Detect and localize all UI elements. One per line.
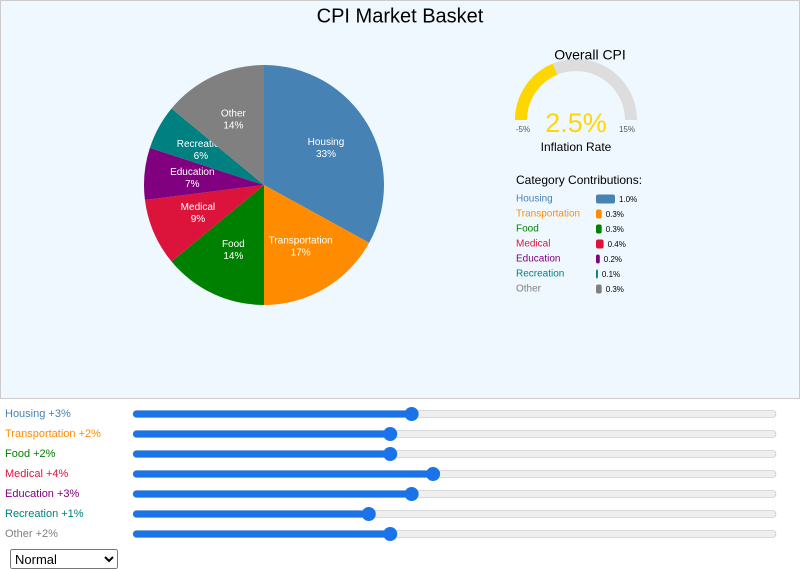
contribution-bar <box>596 194 615 204</box>
slice-value: 6% <box>194 151 209 162</box>
contribution-bar <box>596 239 604 249</box>
contribution-bar <box>596 224 602 234</box>
pie-slice <box>149 108 264 185</box>
gauge-max: 15% <box>619 125 635 134</box>
contribution-value: 1.0% <box>619 195 637 204</box>
gauge-value: 2.5% <box>545 108 607 138</box>
contribution-value: 0.1% <box>602 270 620 279</box>
gauge-subtitle: Inflation Rate <box>541 140 612 154</box>
contribution-name: Transportation <box>516 209 580 220</box>
slider-thumb[interactable] <box>404 487 419 501</box>
contribution-name: Education <box>516 254 560 265</box>
slider-fill <box>133 510 369 518</box>
slider-fill <box>133 490 412 498</box>
chart-panel <box>0 0 800 399</box>
slider-fill <box>133 430 391 438</box>
slider-label: Medical +4% <box>5 468 69 480</box>
slice-value: 33% <box>316 149 336 160</box>
slice-value: 17% <box>291 248 311 259</box>
gauge-title: Overall CPI <box>554 47 626 63</box>
slice-value: 9% <box>191 214 206 225</box>
slider-thumb[interactable] <box>426 467 441 481</box>
contribution-value: 0.3% <box>606 225 624 234</box>
slice-value: 14% <box>223 120 243 131</box>
slice-value: 7% <box>185 179 200 190</box>
contribution-value: 0.2% <box>604 255 622 264</box>
slice-label: Transportation <box>269 236 333 247</box>
slider-thumb[interactable] <box>404 407 419 421</box>
pie-slice <box>171 185 264 305</box>
contribution-bar <box>596 269 598 279</box>
contribution-name: Recreation <box>516 269 564 280</box>
scenario-select[interactable]: Normal <box>10 549 118 569</box>
slider-label: Education +3% <box>5 488 80 500</box>
contribution-bar <box>596 209 602 219</box>
slice-label: Medical <box>181 202 215 213</box>
contribution-value: 0.3% <box>606 210 624 219</box>
slider-label: Food +2% <box>5 448 56 460</box>
pie-slice <box>144 185 264 262</box>
contribution-name: Housing <box>516 194 553 205</box>
slice-label: Education <box>170 167 214 178</box>
contributions-title: Category Contributions: <box>516 173 642 187</box>
gauge-min: -5% <box>516 125 530 134</box>
pie-slice <box>171 65 264 185</box>
contribution-value: 0.4% <box>608 240 626 249</box>
pie-slice <box>264 65 384 243</box>
slider-fill <box>133 410 412 418</box>
slider-fill <box>133 470 434 478</box>
slice-label: Food <box>222 239 245 250</box>
pie-slice <box>144 147 264 201</box>
slider-fill <box>133 450 391 458</box>
contribution-bar <box>596 284 602 294</box>
contribution-value: 0.3% <box>606 285 624 294</box>
slice-label: Recreation <box>177 139 225 150</box>
contribution-bar <box>596 254 600 264</box>
slider-label: Transportation +2% <box>5 428 101 440</box>
slice-label: Other <box>221 108 247 119</box>
gauge-value-arc <box>515 63 558 121</box>
title: CPI Market Basket <box>317 5 484 27</box>
slider-label: Housing +3% <box>5 408 71 420</box>
slider-fill <box>133 530 391 538</box>
slider-label: Recreation +1% <box>5 508 84 520</box>
slider-thumb[interactable] <box>383 527 398 541</box>
contribution-name: Medical <box>516 239 550 250</box>
slider-label: Other +2% <box>5 528 58 540</box>
slice-label: Housing <box>308 137 345 148</box>
slider-thumb[interactable] <box>361 507 376 521</box>
slider-thumb[interactable] <box>383 427 398 441</box>
slider-thumb[interactable] <box>383 447 398 461</box>
contribution-name: Food <box>516 224 539 235</box>
slice-value: 14% <box>223 251 243 262</box>
contribution-name: Other <box>516 284 542 295</box>
pie-slice <box>264 185 370 305</box>
